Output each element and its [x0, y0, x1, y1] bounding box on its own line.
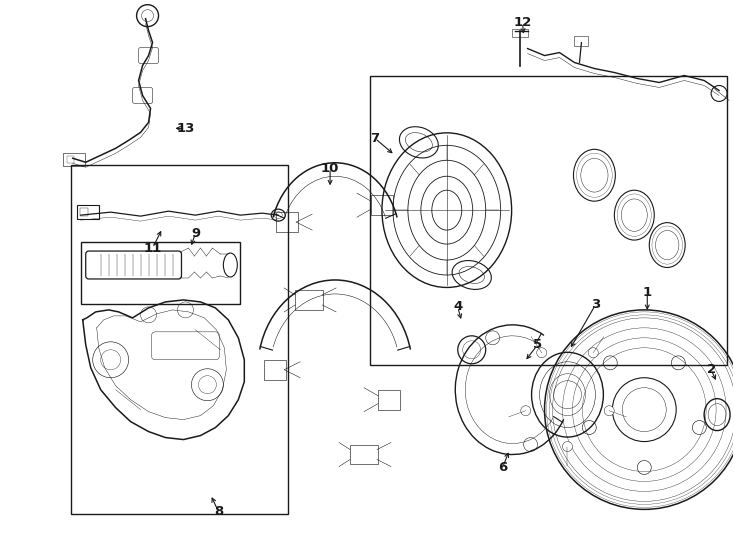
- Text: 5: 5: [533, 338, 542, 352]
- Bar: [70, 165, 288, 515]
- Text: 3: 3: [591, 299, 600, 312]
- Bar: [264, 360, 286, 380]
- Bar: [370, 76, 727, 365]
- Bar: [63, 153, 84, 166]
- Bar: [77, 205, 98, 219]
- Text: 2: 2: [707, 363, 716, 376]
- Text: 7: 7: [371, 132, 379, 145]
- Bar: [81, 242, 240, 304]
- Bar: [378, 390, 400, 410]
- Circle shape: [537, 348, 547, 357]
- Circle shape: [562, 442, 573, 451]
- Bar: [512, 29, 528, 37]
- Circle shape: [604, 406, 614, 416]
- Text: 12: 12: [514, 16, 531, 29]
- Bar: [350, 444, 378, 464]
- Text: 4: 4: [453, 300, 462, 313]
- Bar: [295, 290, 323, 310]
- Bar: [80, 208, 88, 216]
- Bar: [575, 36, 589, 45]
- Circle shape: [520, 406, 531, 416]
- Text: 10: 10: [321, 162, 339, 175]
- Bar: [371, 195, 393, 215]
- Text: 6: 6: [498, 461, 507, 474]
- Text: 13: 13: [176, 122, 195, 135]
- Bar: [276, 212, 298, 232]
- Bar: [67, 156, 73, 163]
- Text: 8: 8: [214, 505, 223, 518]
- Circle shape: [588, 348, 598, 357]
- Text: 9: 9: [191, 227, 200, 240]
- Text: 1: 1: [643, 286, 652, 300]
- Text: 11: 11: [143, 241, 161, 254]
